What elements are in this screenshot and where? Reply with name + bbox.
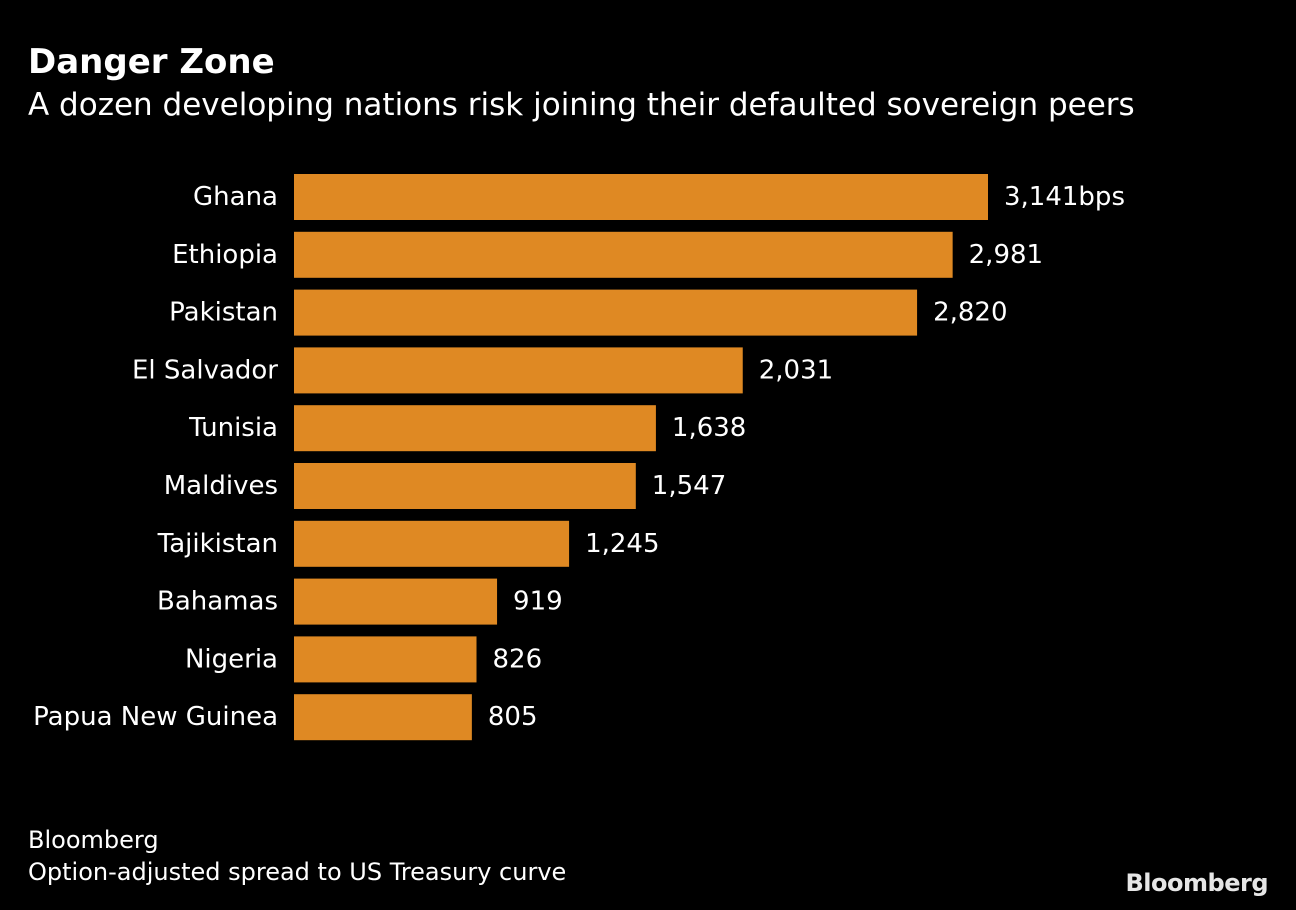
value-label: 1,547: [652, 471, 726, 501]
bar: [294, 636, 477, 683]
value-label: 2,820: [933, 298, 1007, 328]
value-label: 826: [493, 644, 543, 674]
category-label: Ghana: [193, 182, 278, 212]
bar: [294, 520, 570, 567]
bar: [294, 405, 656, 452]
value-label: 2,031: [759, 355, 833, 385]
bar: [294, 231, 953, 278]
bar-chart: Ghana 3,141bps Ethiopia 2,981 Pakistan 2,820 E…: [33, 174, 1125, 741]
bar: [294, 174, 988, 220]
value-label: 919: [513, 587, 563, 617]
source-label: Bloomberg: [28, 826, 159, 854]
chart-title: Danger Zone: [28, 42, 275, 82]
value-label: 1,245: [585, 529, 659, 559]
category-label: Maldives: [164, 471, 278, 501]
category-label: Papua New Guinea: [33, 702, 278, 732]
footnote: Option-adjusted spread to US Treasury cu…: [28, 858, 567, 886]
category-label: Bahamas: [157, 587, 278, 617]
chart-subtitle: A dozen developing nations risk joining …: [28, 87, 1135, 123]
bar: [294, 578, 498, 625]
category-label: Tunisia: [188, 413, 278, 443]
value-label: 805: [488, 702, 538, 732]
value-label: 1,638: [672, 413, 746, 443]
bar: [294, 289, 918, 336]
value-label: 2,981: [969, 240, 1043, 270]
category-label: Tajikistan: [157, 529, 278, 559]
value-label: 3,141bps: [1004, 182, 1125, 212]
bloomberg-logo: Bloomberg: [1125, 869, 1269, 897]
category-label: El Salvador: [132, 355, 278, 385]
bar: [294, 463, 636, 509]
bar: [294, 347, 743, 394]
category-label: Nigeria: [185, 644, 278, 674]
bar: [294, 694, 472, 741]
category-label: Ethiopia: [172, 240, 278, 270]
category-label: Pakistan: [169, 298, 278, 328]
